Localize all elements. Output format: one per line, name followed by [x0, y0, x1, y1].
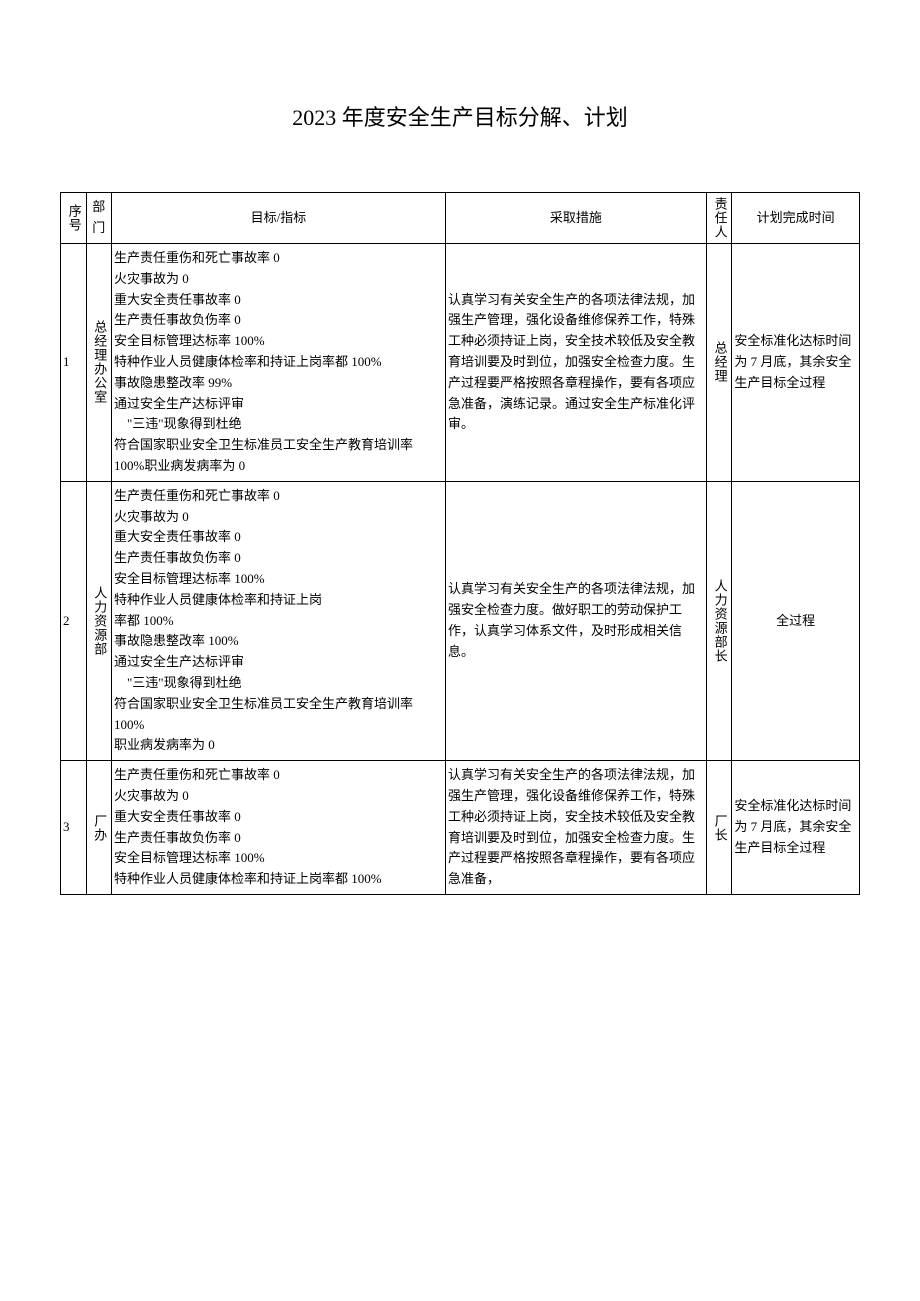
cell-measure: 认真学习有关安全生产的各项法律法规，加强生产管理，强化设备维修保养工作，特殊工种… [445, 761, 706, 895]
col-header-measure: 采取措施 [445, 193, 706, 244]
cell-seq: 2 [61, 481, 87, 760]
cell-person: 总经理 [706, 244, 732, 482]
col-header-dept: 部门 [86, 193, 112, 244]
col-header-time: 计划完成时间 [732, 193, 860, 244]
table-row: 1 总经理办公室 生产责任重伤和死亡事故率 0 火灾事故为 0 重大安全责任事故… [61, 244, 860, 482]
cell-seq: 3 [61, 761, 87, 895]
cell-targets: 生产责任重伤和死亡事故率 0 火灾事故为 0 重大安全责任事故率 0 生产责任事… [112, 244, 446, 482]
safety-plan-table: 序号 部门 目标/指标 采取措施 责任人 计划完成时间 1 总经理办公室 生产责… [60, 192, 860, 895]
cell-person: 人力资源部长 [706, 481, 732, 760]
cell-time: 安全标准化达标时间为 7 月底，其余安全生产目标全过程 [732, 761, 860, 895]
col-header-person: 责任人 [706, 193, 732, 244]
table-row: 3 厂办 生产责任重伤和死亡事故率 0 火灾事故为 0 重大安全责任事故率 0 … [61, 761, 860, 895]
col-header-target: 目标/指标 [112, 193, 446, 244]
cell-person: 厂长 [706, 761, 732, 895]
cell-dept: 人力资源部 [86, 481, 112, 760]
cell-time: 安全标准化达标时间为 7 月底，其余安全生产目标全过程 [732, 244, 860, 482]
cell-measure: 认真学习有关安全生产的各项法律法规，加强安全检查力度。做好职工的劳动保护工作，认… [445, 481, 706, 760]
col-header-seq: 序号 [61, 193, 87, 244]
table-header-row: 序号 部门 目标/指标 采取措施 责任人 计划完成时间 [61, 193, 860, 244]
cell-time: 全过程 [732, 481, 860, 760]
cell-seq: 1 [61, 244, 87, 482]
cell-targets: 生产责任重伤和死亡事故率 0 火灾事故为 0 重大安全责任事故率 0 生产责任事… [112, 761, 446, 895]
cell-targets: 生产责任重伤和死亡事故率 0 火灾事故为 0 重大安全责任事故率 0 生产责任事… [112, 481, 446, 760]
cell-dept: 总经理办公室 [86, 244, 112, 482]
table-row: 2 人力资源部 生产责任重伤和死亡事故率 0 火灾事故为 0 重大安全责任事故率… [61, 481, 860, 760]
page-title: 2023 年度安全生产目标分解、计划 [60, 100, 860, 132]
cell-measure: 认真学习有关安全生产的各项法律法规，加强生产管理，强化设备维修保养工作，特殊工种… [445, 244, 706, 482]
cell-dept: 厂办 [86, 761, 112, 895]
